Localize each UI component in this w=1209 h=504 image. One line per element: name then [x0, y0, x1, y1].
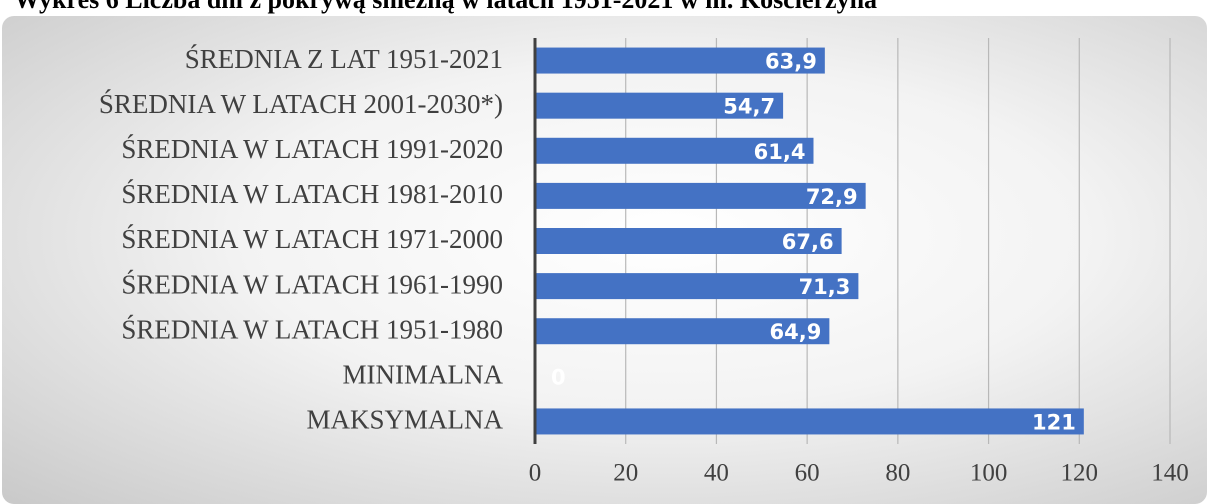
- category-label: ŚREDNIA Z LAT 1951-2021: [185, 44, 503, 74]
- category-label: ŚREDNIA W LATACH 1981-2010: [121, 179, 503, 209]
- bar: [535, 47, 825, 74]
- x-tick-label: 20: [613, 460, 638, 487]
- x-tick-label: 100: [970, 460, 1008, 487]
- bar: [535, 228, 842, 254]
- category-label: ŚREDNIA W LATACH 1971-2000: [121, 224, 503, 254]
- value-label: 121: [1032, 410, 1076, 434]
- category-label: ŚREDNIA W LATACH 1961-1990: [121, 269, 503, 299]
- bar: [535, 137, 814, 164]
- x-tick-label: 60: [795, 460, 820, 487]
- category-label: MINIMALNA: [343, 360, 504, 390]
- bar: [535, 92, 784, 119]
- chart-title: Wykres 6 Liczba dni z pokrywą śnieżną w …: [14, 0, 877, 14]
- x-tick-label: 40: [704, 460, 729, 487]
- value-label: 67,6: [782, 230, 834, 254]
- x-tick-label: 120: [1061, 460, 1099, 487]
- category-label: MAKSYMALNA: [306, 405, 503, 435]
- bar: [535, 408, 1084, 435]
- value-label: 0: [551, 365, 566, 389]
- x-tick-label: 140: [1151, 460, 1189, 487]
- category-label: ŚREDNIA W LATACH 1991-2020: [121, 134, 503, 164]
- value-label: 72,9: [806, 185, 858, 209]
- value-label: 63,9: [765, 50, 817, 74]
- value-label: 54,7: [723, 95, 775, 119]
- bar: [535, 182, 866, 209]
- x-tick-label: 80: [885, 460, 910, 487]
- value-label: 64,9: [770, 320, 822, 344]
- value-label: 71,3: [799, 275, 851, 299]
- x-tick-label: 0: [529, 460, 542, 487]
- bar: [535, 318, 830, 345]
- value-label: 61,4: [754, 140, 806, 164]
- category-label: ŚREDNIA W LATACH 1951-1980: [121, 314, 503, 344]
- bar: [535, 273, 859, 300]
- category-label: ŚREDNIA W LATACH 2001-2030*): [99, 89, 503, 119]
